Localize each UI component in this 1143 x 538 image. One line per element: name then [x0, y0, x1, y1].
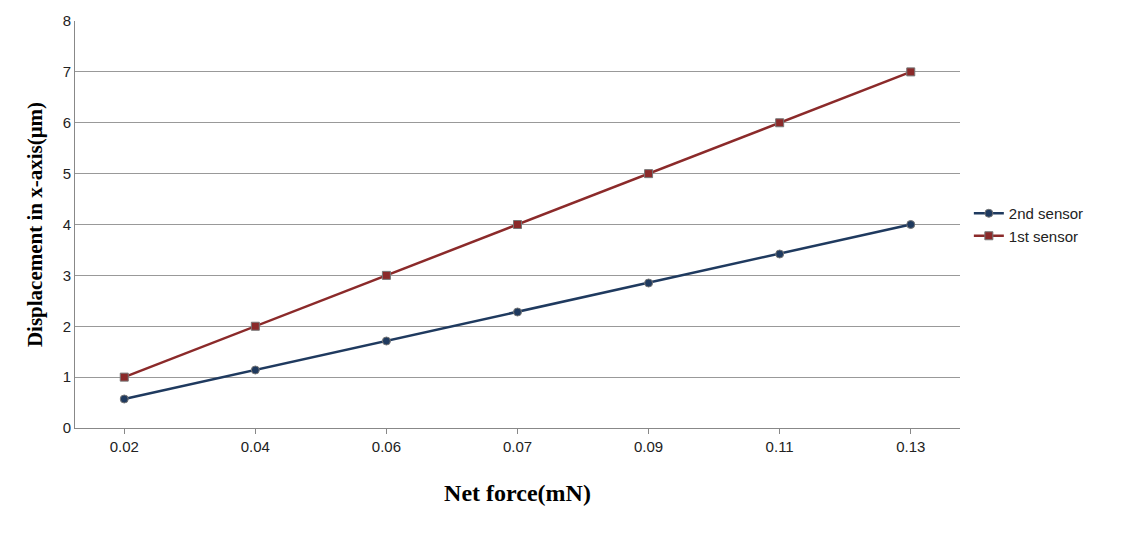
svg-text:1st sensor: 1st sensor	[1009, 228, 1078, 245]
svg-text:6: 6	[63, 114, 71, 131]
svg-text:2nd sensor: 2nd sensor	[1009, 205, 1083, 222]
svg-text:0.02: 0.02	[110, 438, 139, 455]
svg-text:0.06: 0.06	[372, 438, 401, 455]
svg-text:5: 5	[63, 165, 71, 182]
svg-text:4: 4	[63, 216, 71, 233]
svg-text:0.07: 0.07	[503, 438, 532, 455]
svg-text:3: 3	[63, 267, 71, 284]
svg-text:0.13: 0.13	[896, 438, 925, 455]
svg-text:0: 0	[63, 419, 71, 436]
svg-text:1: 1	[63, 368, 71, 385]
svg-text:2: 2	[63, 318, 71, 335]
svg-text:0.11: 0.11	[766, 438, 794, 455]
svg-text:7: 7	[63, 63, 71, 80]
svg-text:0.04: 0.04	[241, 438, 270, 455]
svg-text:8: 8	[63, 12, 71, 29]
svg-text:0.09: 0.09	[634, 438, 663, 455]
svg-text:Displacement in x-axis(μm): Displacement in x-axis(μm)	[23, 102, 47, 347]
svg-text:Net force(mN): Net force(mN)	[444, 480, 591, 506]
